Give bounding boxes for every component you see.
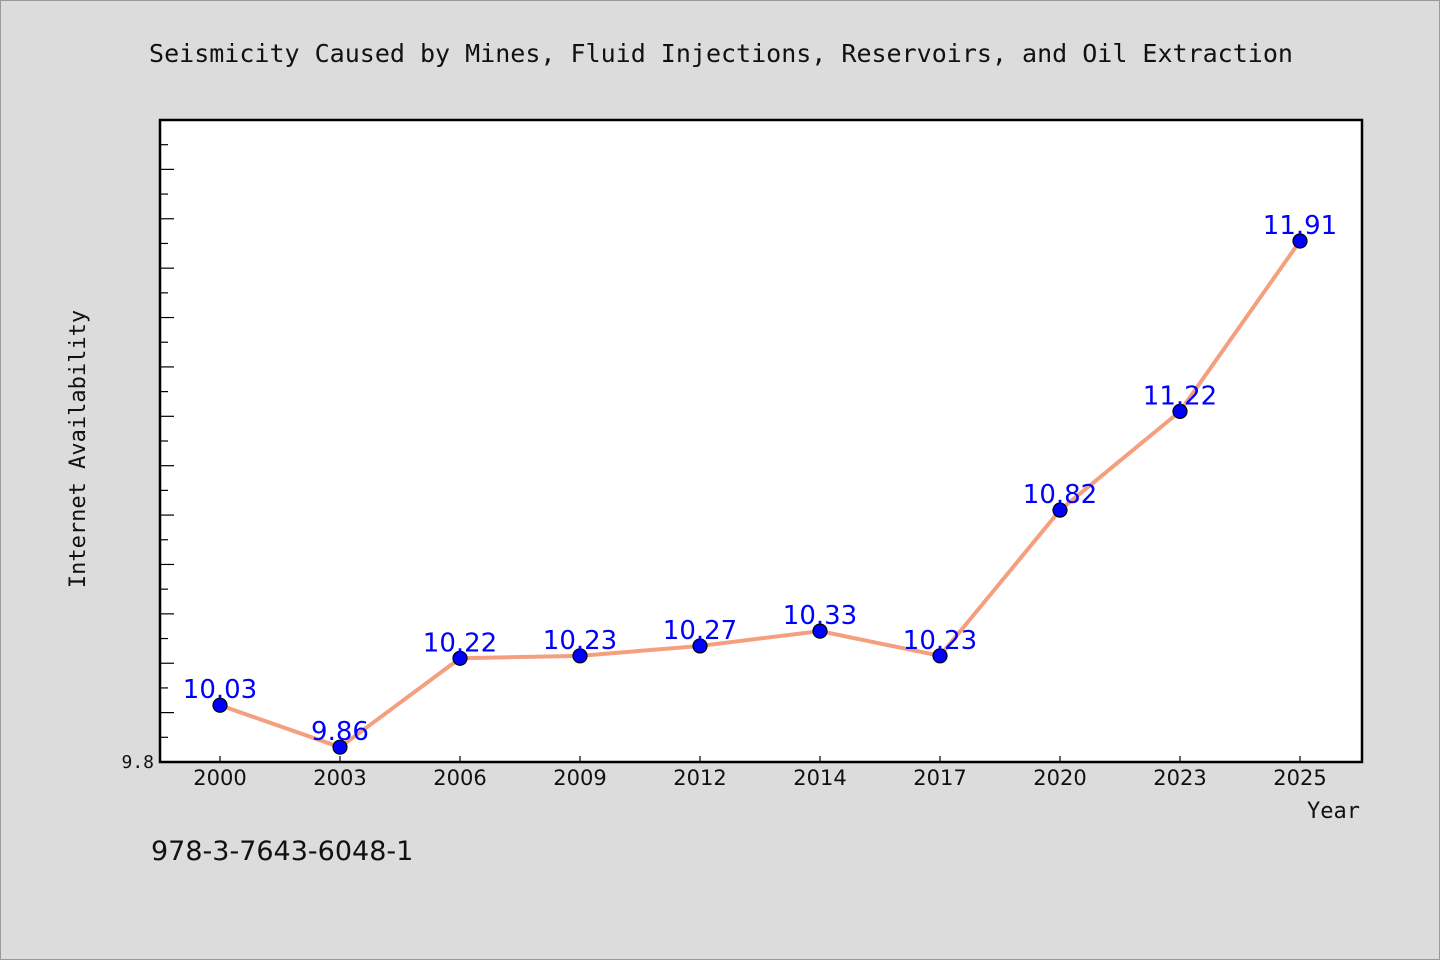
data-point: [572, 648, 588, 664]
y-axis-ticks: 9.8: [121, 144, 174, 773]
data-label: 10.33: [783, 601, 857, 631]
x-tick-label: 2006: [433, 766, 486, 790]
y-tick-label: 9.8: [121, 752, 154, 773]
x-tick-label: 2025: [1273, 766, 1326, 790]
x-tick-label: 2020: [1033, 766, 1086, 790]
x-tick-label: 2003: [313, 766, 366, 790]
footer-code: 978-3-7643-6048-1: [151, 836, 414, 867]
x-tick-label: 2017: [913, 766, 966, 790]
y-axis-title: Internet Availability: [66, 310, 91, 588]
data-point: [212, 697, 228, 713]
x-tick-label: 2012: [673, 766, 726, 790]
data-label: 9.86: [311, 717, 369, 747]
data-label: 10.23: [903, 626, 977, 656]
x-tick-label: 2000: [193, 766, 246, 790]
data-label: 11.22: [1143, 381, 1217, 411]
x-tick-label: 2009: [553, 766, 606, 790]
data-label: 10.82: [1023, 480, 1097, 510]
data-label: 10.22: [423, 628, 497, 658]
x-axis-tick-labels: 2000 2003 2006 2009 2012 2014 2017 2020 2023 2025: [193, 756, 1327, 790]
data-label: 10.27: [663, 616, 737, 646]
series-group: 10.03 9.86 10.22 10.23 10.27 10.33 10.23 10.82 1…: [183, 211, 1337, 755]
data-label: 11.91: [1263, 211, 1337, 241]
data-label: 10.03: [183, 675, 257, 705]
chart-title: Seismicity Caused by Mines, Fluid Inject…: [149, 39, 1293, 68]
x-axis-title: Year: [1307, 799, 1360, 824]
plot-area: [158, 118, 1364, 764]
data-label: 10.23: [543, 626, 617, 656]
data-point: [932, 648, 948, 664]
data-point: [812, 623, 828, 639]
series-line: [219, 239, 1302, 750]
data-point: [332, 739, 348, 755]
data-point: [692, 638, 708, 654]
data-point: [1052, 502, 1068, 518]
x-tick-label: 2023: [1153, 766, 1206, 790]
data-point: [1292, 233, 1308, 249]
data-point: [452, 650, 468, 666]
data-point: [1172, 403, 1188, 419]
x-tick-label: 2014: [793, 766, 846, 790]
